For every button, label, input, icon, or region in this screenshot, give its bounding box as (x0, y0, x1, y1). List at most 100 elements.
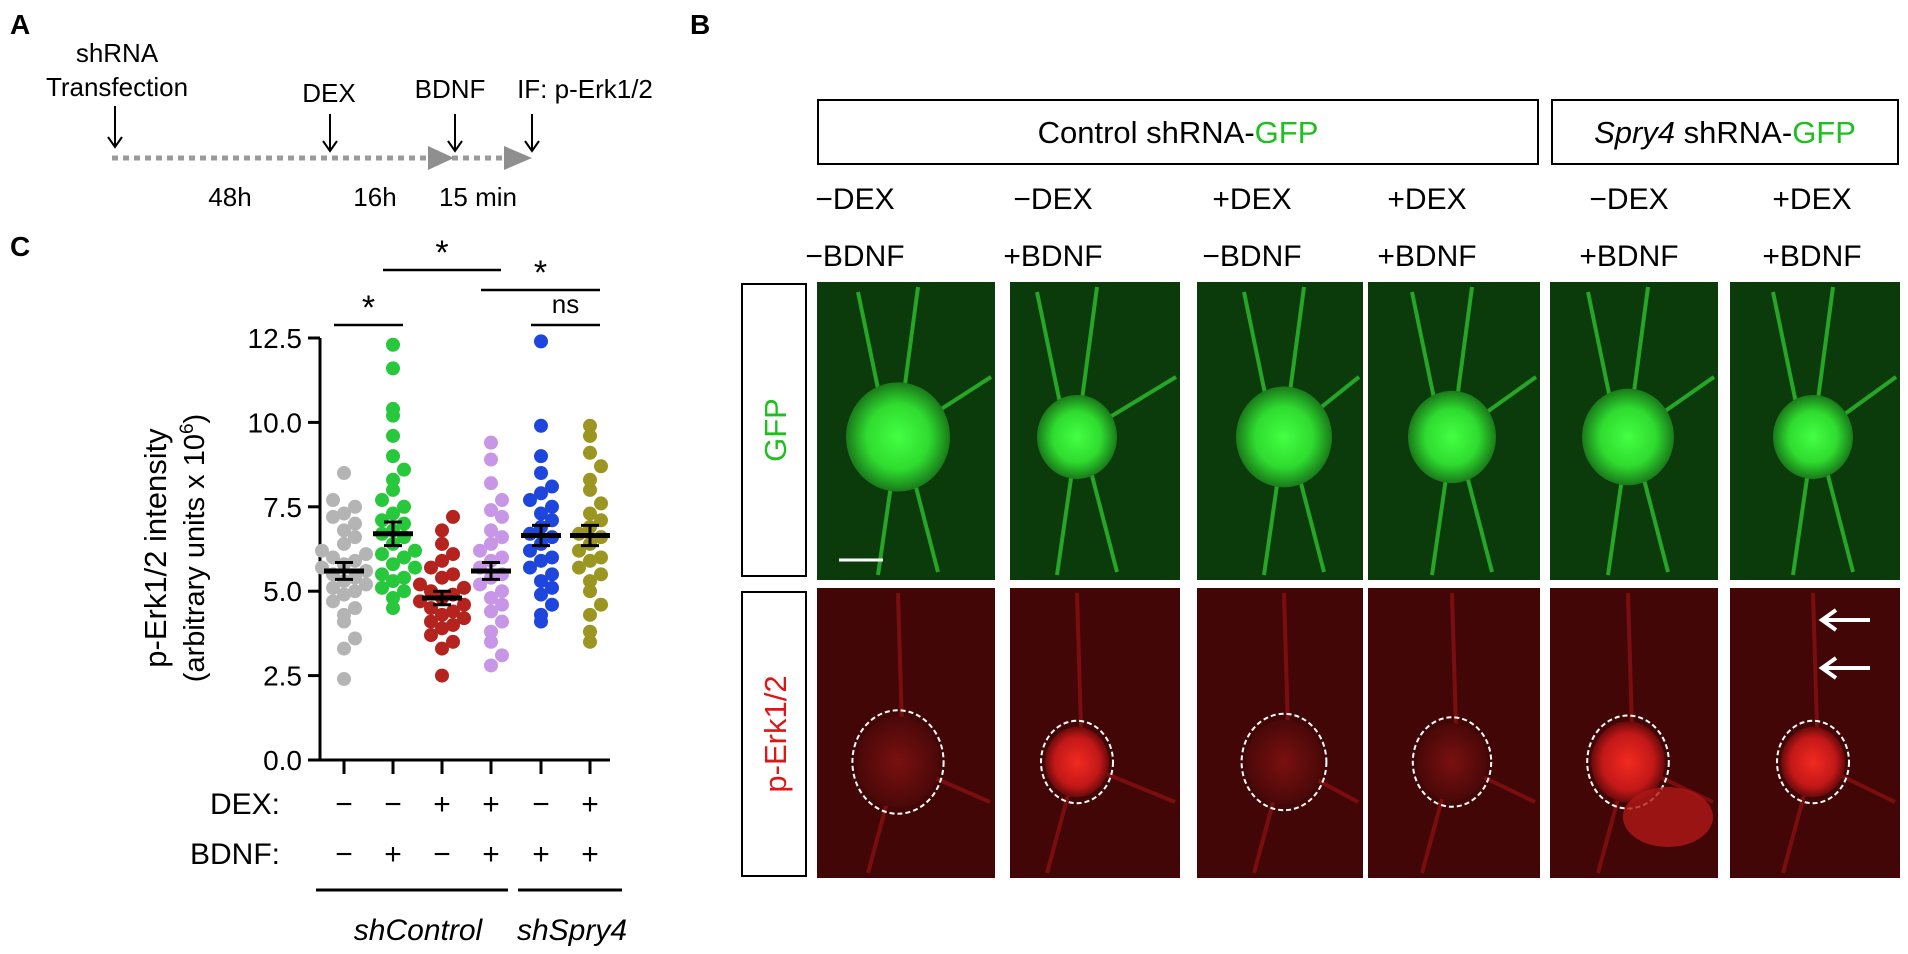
data-point (457, 597, 471, 612)
gfp-micrograph (1197, 282, 1363, 580)
data-point (484, 604, 498, 619)
data-point (424, 614, 438, 629)
panel-b: B Control shRNA-GFP Spry4 shRNA-GFP −DEX… (690, 9, 1900, 878)
data-point (446, 634, 460, 649)
data-point (534, 506, 548, 521)
data-point (594, 496, 608, 511)
soma-outline (1776, 719, 1850, 805)
column-header-dex: −DEX (815, 183, 894, 216)
data-point (348, 530, 362, 545)
data-point (337, 587, 351, 602)
data-point (545, 513, 559, 528)
group-box-spry4 (1551, 99, 1899, 165)
data-point (397, 550, 411, 565)
perk-micrograph (1550, 588, 1718, 878)
gfp-micrograph (817, 282, 995, 580)
scatter-chart: 0.02.55.07.510.012.5−−−++−++−+++DEX:BDNF… (190, 234, 627, 947)
data-point (523, 560, 537, 575)
data-point (397, 499, 411, 514)
panel-letter-b: B (690, 9, 710, 40)
data-point (386, 557, 400, 572)
data-point (435, 621, 449, 636)
bdnf-condition: + (384, 838, 402, 871)
data-point (594, 597, 608, 612)
gfp-micrograph (1368, 282, 1540, 580)
data-point (495, 648, 509, 663)
column-header-bdnf: +BDNF (1579, 240, 1678, 273)
column-headers: −DEX −BDNF −DEX +BDNF +DEX −BDNF +DEX +BDNF −DEX… (805, 183, 1861, 273)
timeline-interval-2: 16h (353, 182, 396, 212)
bdnf-condition: + (581, 838, 599, 871)
data-point (446, 547, 460, 562)
row-label-gfp: GFP (758, 398, 793, 462)
data-point (495, 597, 509, 612)
micrograph-grid (817, 282, 1900, 878)
perk-micrograph (1010, 588, 1180, 878)
data-point (583, 428, 597, 443)
data-point (375, 513, 389, 528)
data-point (583, 553, 597, 568)
timeline-interval-3: 15 min (439, 182, 517, 212)
y-tick-label: 2.5 (263, 661, 302, 692)
data-point (386, 401, 400, 416)
gfp-micrograph (1730, 282, 1900, 580)
data-point (484, 476, 498, 491)
data-point (408, 560, 422, 575)
data-point (326, 580, 340, 595)
perk-micrograph (1368, 588, 1540, 878)
data-point (545, 479, 559, 494)
data-point (583, 607, 597, 622)
timeline-down-arrows (107, 106, 540, 153)
data-series (375, 337, 422, 616)
column-header-bdnf: +BDNF (1003, 240, 1102, 273)
data-point (534, 587, 548, 602)
data-point (594, 513, 608, 528)
data-point (326, 550, 340, 565)
arrow-if-icon (524, 114, 540, 153)
data-point (375, 547, 389, 562)
data-point (424, 628, 438, 643)
column-header-dex: −DEX (1589, 183, 1668, 216)
data-point (583, 472, 597, 487)
data-point (495, 550, 509, 565)
data-point (413, 577, 427, 592)
arrow-dex-icon (322, 114, 338, 153)
perk-micrograph (1730, 588, 1900, 878)
group-label-spry4: Spry4 shRNA-GFP (1594, 115, 1856, 150)
column-header-dex: −DEX (1013, 183, 1092, 216)
timeline-event-if: IF: p-Erk1/2 (517, 74, 653, 104)
timeline-interval-1: 48h (208, 182, 251, 212)
data-point (484, 624, 498, 639)
y-tick-label: 10.0 (248, 407, 303, 438)
soma-outline (1240, 712, 1328, 812)
data-point (545, 550, 559, 565)
column-header-bdnf: +BDNF (1377, 240, 1476, 273)
data-point (348, 601, 362, 616)
column-header-bdnf: −BDNF (805, 240, 904, 273)
data-point (375, 580, 389, 595)
data-point (545, 567, 559, 582)
row-label-box-perk (741, 591, 807, 877)
group-box-control (817, 99, 1539, 165)
data-point (337, 607, 351, 622)
gfp-micrograph (1010, 282, 1180, 580)
column-header-dex: +DEX (1772, 183, 1851, 216)
panel-letter-c: C (10, 231, 30, 262)
data-point (348, 516, 362, 531)
significance-label: ns (552, 289, 579, 319)
data-point (484, 503, 498, 518)
data-point (484, 634, 498, 649)
data-point (435, 523, 449, 538)
data-point (397, 516, 411, 531)
y-axis-label-line2: (arbitrary units x 106) (177, 414, 211, 682)
data-point (348, 584, 362, 599)
data-point (473, 543, 487, 558)
data-point (583, 584, 597, 599)
gfp-micrograph (1550, 282, 1718, 580)
data-point (386, 449, 400, 464)
timeline-event-transfection-line1: shRNA (76, 38, 159, 68)
data-point (545, 499, 559, 514)
data-point (534, 466, 548, 481)
data-point (473, 577, 487, 592)
data-point (397, 584, 411, 599)
